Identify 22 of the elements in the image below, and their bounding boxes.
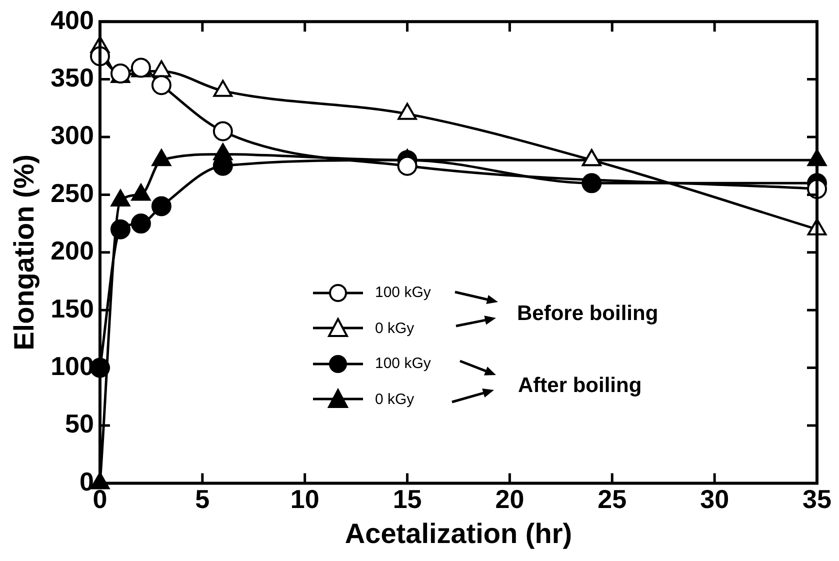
y-tick-label: 400 <box>50 4 94 35</box>
y-tick-label: 50 <box>65 408 94 439</box>
x-tick-label: 10 <box>290 484 320 514</box>
x-tick-label: 25 <box>598 484 627 514</box>
annotation: Before boiling <box>517 302 658 326</box>
x-tick-label: 5 <box>195 484 210 514</box>
x-axis-title: Acetalization (hr) <box>344 518 572 549</box>
y-axis-title: Elongation (%) <box>8 154 40 350</box>
y-tick-label: 200 <box>50 236 94 266</box>
x-tick-label: 20 <box>495 484 524 514</box>
legend-label: 0 kGy <box>375 320 414 337</box>
annotation: After boiling <box>518 374 642 398</box>
y-tick-label: 150 <box>50 293 94 324</box>
legend-label: 0 kGy <box>375 390 414 408</box>
y-tick-label: 300 <box>50 120 94 150</box>
legend-label: 100 kGy <box>375 284 431 302</box>
y-tick-label: 250 <box>50 178 94 208</box>
y-tick-label: 350 <box>50 62 94 92</box>
x-tick-label: 35 <box>802 484 832 514</box>
x-tick-label: 15 <box>392 484 422 514</box>
x-tick-label: 30 <box>700 484 730 514</box>
legend-label: 100 kGy <box>375 355 431 372</box>
